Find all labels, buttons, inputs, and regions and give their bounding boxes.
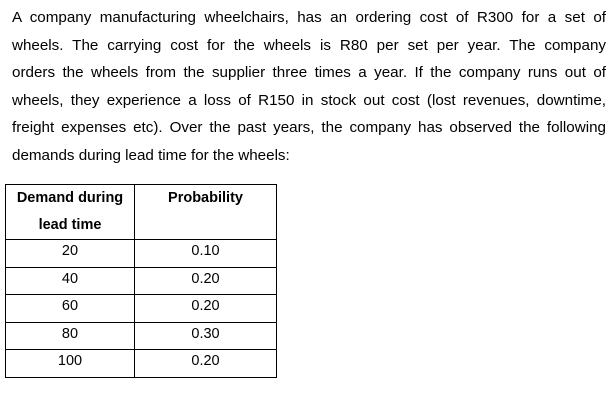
table-row: 60 0.20 [5,294,277,323]
table-row: 80 0.30 [5,321,277,350]
table-row: 40 0.20 [5,266,277,295]
demand-cell: 100 [5,349,135,378]
probability-cell: 0.20 [134,266,277,295]
demand-cell: 60 [5,294,135,323]
problem-line: demands during lead time for the wheels: [12,146,290,164]
problem-line: freight expenses etc). Over the past yea… [12,119,606,137]
demand-cell: 80 [5,321,135,350]
problem-statement: A company manufacturing wheelchairs, has… [12,4,606,170]
probability-cell: 0.30 [134,321,277,350]
probability-cell: 0.20 [134,349,277,378]
table-header-row: Demand during lead time Probability [5,184,277,240]
problem-line: wheels. The carrying cost for the wheels… [12,36,606,54]
demand-cell: 40 [5,266,135,295]
problem-line: wheels, they experience a loss of R150 i… [12,91,606,109]
demand-probability-table: Demand during lead time Probability 20 0… [5,184,277,378]
problem-line: orders the wheels from the supplier thre… [12,64,606,82]
table-row: 20 0.10 [5,239,277,268]
probability-cell: 0.10 [134,239,277,268]
header-demand: Demand during lead time [5,184,135,240]
table-row: 100 0.20 [5,349,277,378]
header-demand-line2: lead time [38,217,102,233]
header-probability: Probability [134,184,277,240]
probability-cell: 0.20 [134,294,277,323]
header-demand-line1: Demand during [16,190,124,206]
problem-line: A company manufacturing wheelchairs, has… [12,9,606,26]
demand-cell: 20 [5,239,135,268]
